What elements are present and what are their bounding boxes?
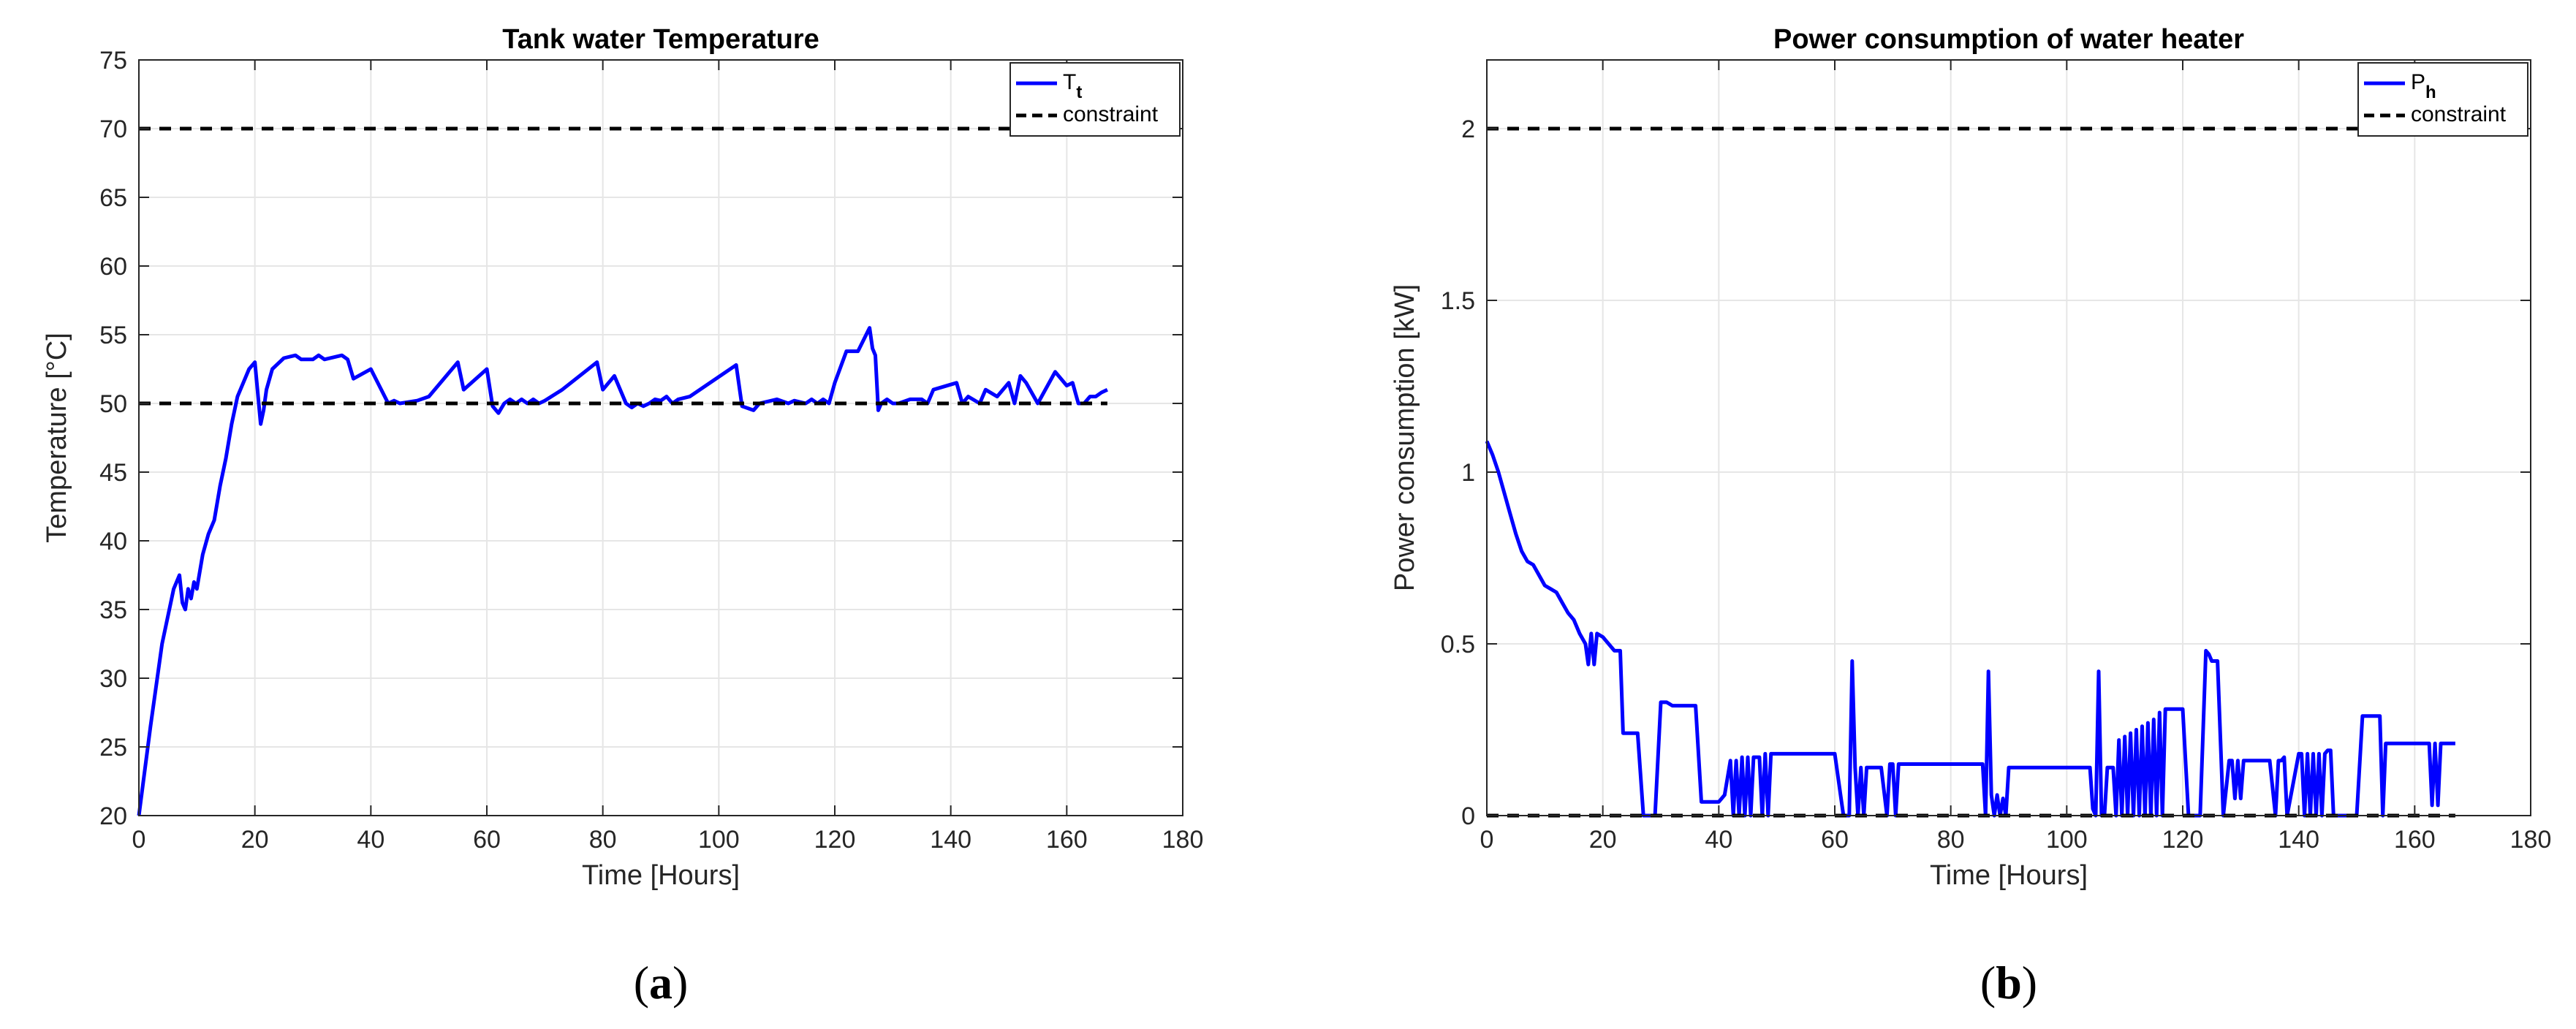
x-tick-label: 100	[2046, 826, 2088, 854]
y-tick-label: 0	[1461, 802, 1475, 830]
series-line-main	[137, 326, 1108, 816]
y-tick-label: 40	[99, 528, 127, 555]
x-tick-label: 60	[1821, 826, 1849, 854]
y-tick-label: 0.5	[1441, 631, 1475, 658]
subfigure-label-close: )	[673, 957, 688, 1009]
chart-title: Tank water Temperature	[502, 24, 819, 55]
x-tick-label: 0	[132, 826, 146, 854]
x-tick-label: 80	[1937, 826, 1965, 854]
legend-label-sub: t	[1076, 83, 1082, 102]
y-tick-label: 45	[99, 459, 127, 487]
legend-label-main: constraint	[1063, 102, 1159, 126]
chart-panel-a: 0 20 40 60 80 100 120 140 160 1802025303540455055…	[42, 24, 1203, 1009]
legend-label-main: P	[2411, 70, 2425, 94]
x-tick-label: 180	[2510, 826, 2552, 854]
y-tick-label: 1.5	[1441, 287, 1475, 315]
plot-area	[1487, 60, 2531, 816]
x-tick-label: 40	[357, 826, 384, 854]
legend-label: Ph	[2411, 70, 2436, 102]
x-tick-label: 160	[1046, 826, 1088, 854]
y-axis-label: Power consumption [kW]	[1390, 284, 1420, 591]
legend-box	[1009, 62, 1181, 137]
x-tick-label: 20	[241, 826, 269, 854]
legend-label: constraint	[2411, 102, 2507, 126]
subfigure-label-letter: b	[1996, 957, 2022, 1009]
subfigure-label-close: )	[2022, 957, 2037, 1009]
y-axis-label: Temperature [°C]	[42, 333, 72, 543]
x-tick-label: 160	[2394, 826, 2436, 854]
x-tick-label: 120	[2162, 826, 2204, 854]
x-axis-label: Time [Hours]	[582, 860, 740, 891]
y-tick-label: 55	[99, 322, 127, 349]
x-tick-label: 180	[1162, 826, 1204, 854]
x-tick-label: 140	[2278, 826, 2319, 854]
legend-box	[2357, 62, 2528, 137]
y-tick-label: 2	[1461, 115, 1475, 143]
legend-label-main: T	[1063, 70, 1076, 94]
legend-label: Tt	[1063, 70, 1082, 102]
subfigure-label: (b)	[1980, 957, 2037, 1009]
subfigure-label: (a)	[634, 957, 689, 1009]
y-tick-label: 30	[99, 665, 127, 693]
y-tick-label: 50	[99, 390, 127, 418]
y-tick-label: 70	[99, 115, 127, 143]
legend-label-sub: h	[2425, 83, 2436, 102]
y-tick-label: 35	[99, 596, 127, 624]
axes-box	[1486, 59, 2531, 816]
x-tick-label: 0	[1480, 826, 1494, 854]
y-tick-label: 1	[1461, 459, 1475, 487]
subfigure-label-letter: a	[649, 957, 673, 1009]
legend-label-main: constraint	[2411, 102, 2507, 126]
chart-title: Power consumption of water heater	[1773, 24, 2244, 55]
plot-area	[139, 60, 1183, 816]
chart-panel-b: 0 20 40 60 80 100 120 140 160 180 0 0.5 1 1.5 2 Power c…	[1390, 24, 2551, 1009]
x-tick-label: 80	[589, 826, 617, 854]
axes-box	[138, 59, 1183, 816]
y-tick-label: 65	[99, 184, 127, 212]
y-tick-label: 25	[99, 734, 127, 762]
y-tick-label: 20	[99, 802, 127, 830]
x-axis-label: Time [Hours]	[1930, 860, 2088, 891]
x-tick-label: 40	[1705, 826, 1732, 854]
subfigure-label-open: (	[1980, 957, 1996, 1009]
x-tick-label: 140	[930, 826, 971, 854]
x-tick-label: 120	[814, 826, 856, 854]
x-tick-label: 20	[1589, 826, 1617, 854]
x-tick-label: 100	[698, 826, 740, 854]
x-tick-label: 60	[473, 826, 501, 854]
y-tick-label: 75	[99, 47, 127, 75]
subfigure-label-open: (	[634, 957, 649, 1009]
y-tick-label: 60	[99, 253, 127, 281]
legend-label: constraint	[1063, 102, 1159, 126]
